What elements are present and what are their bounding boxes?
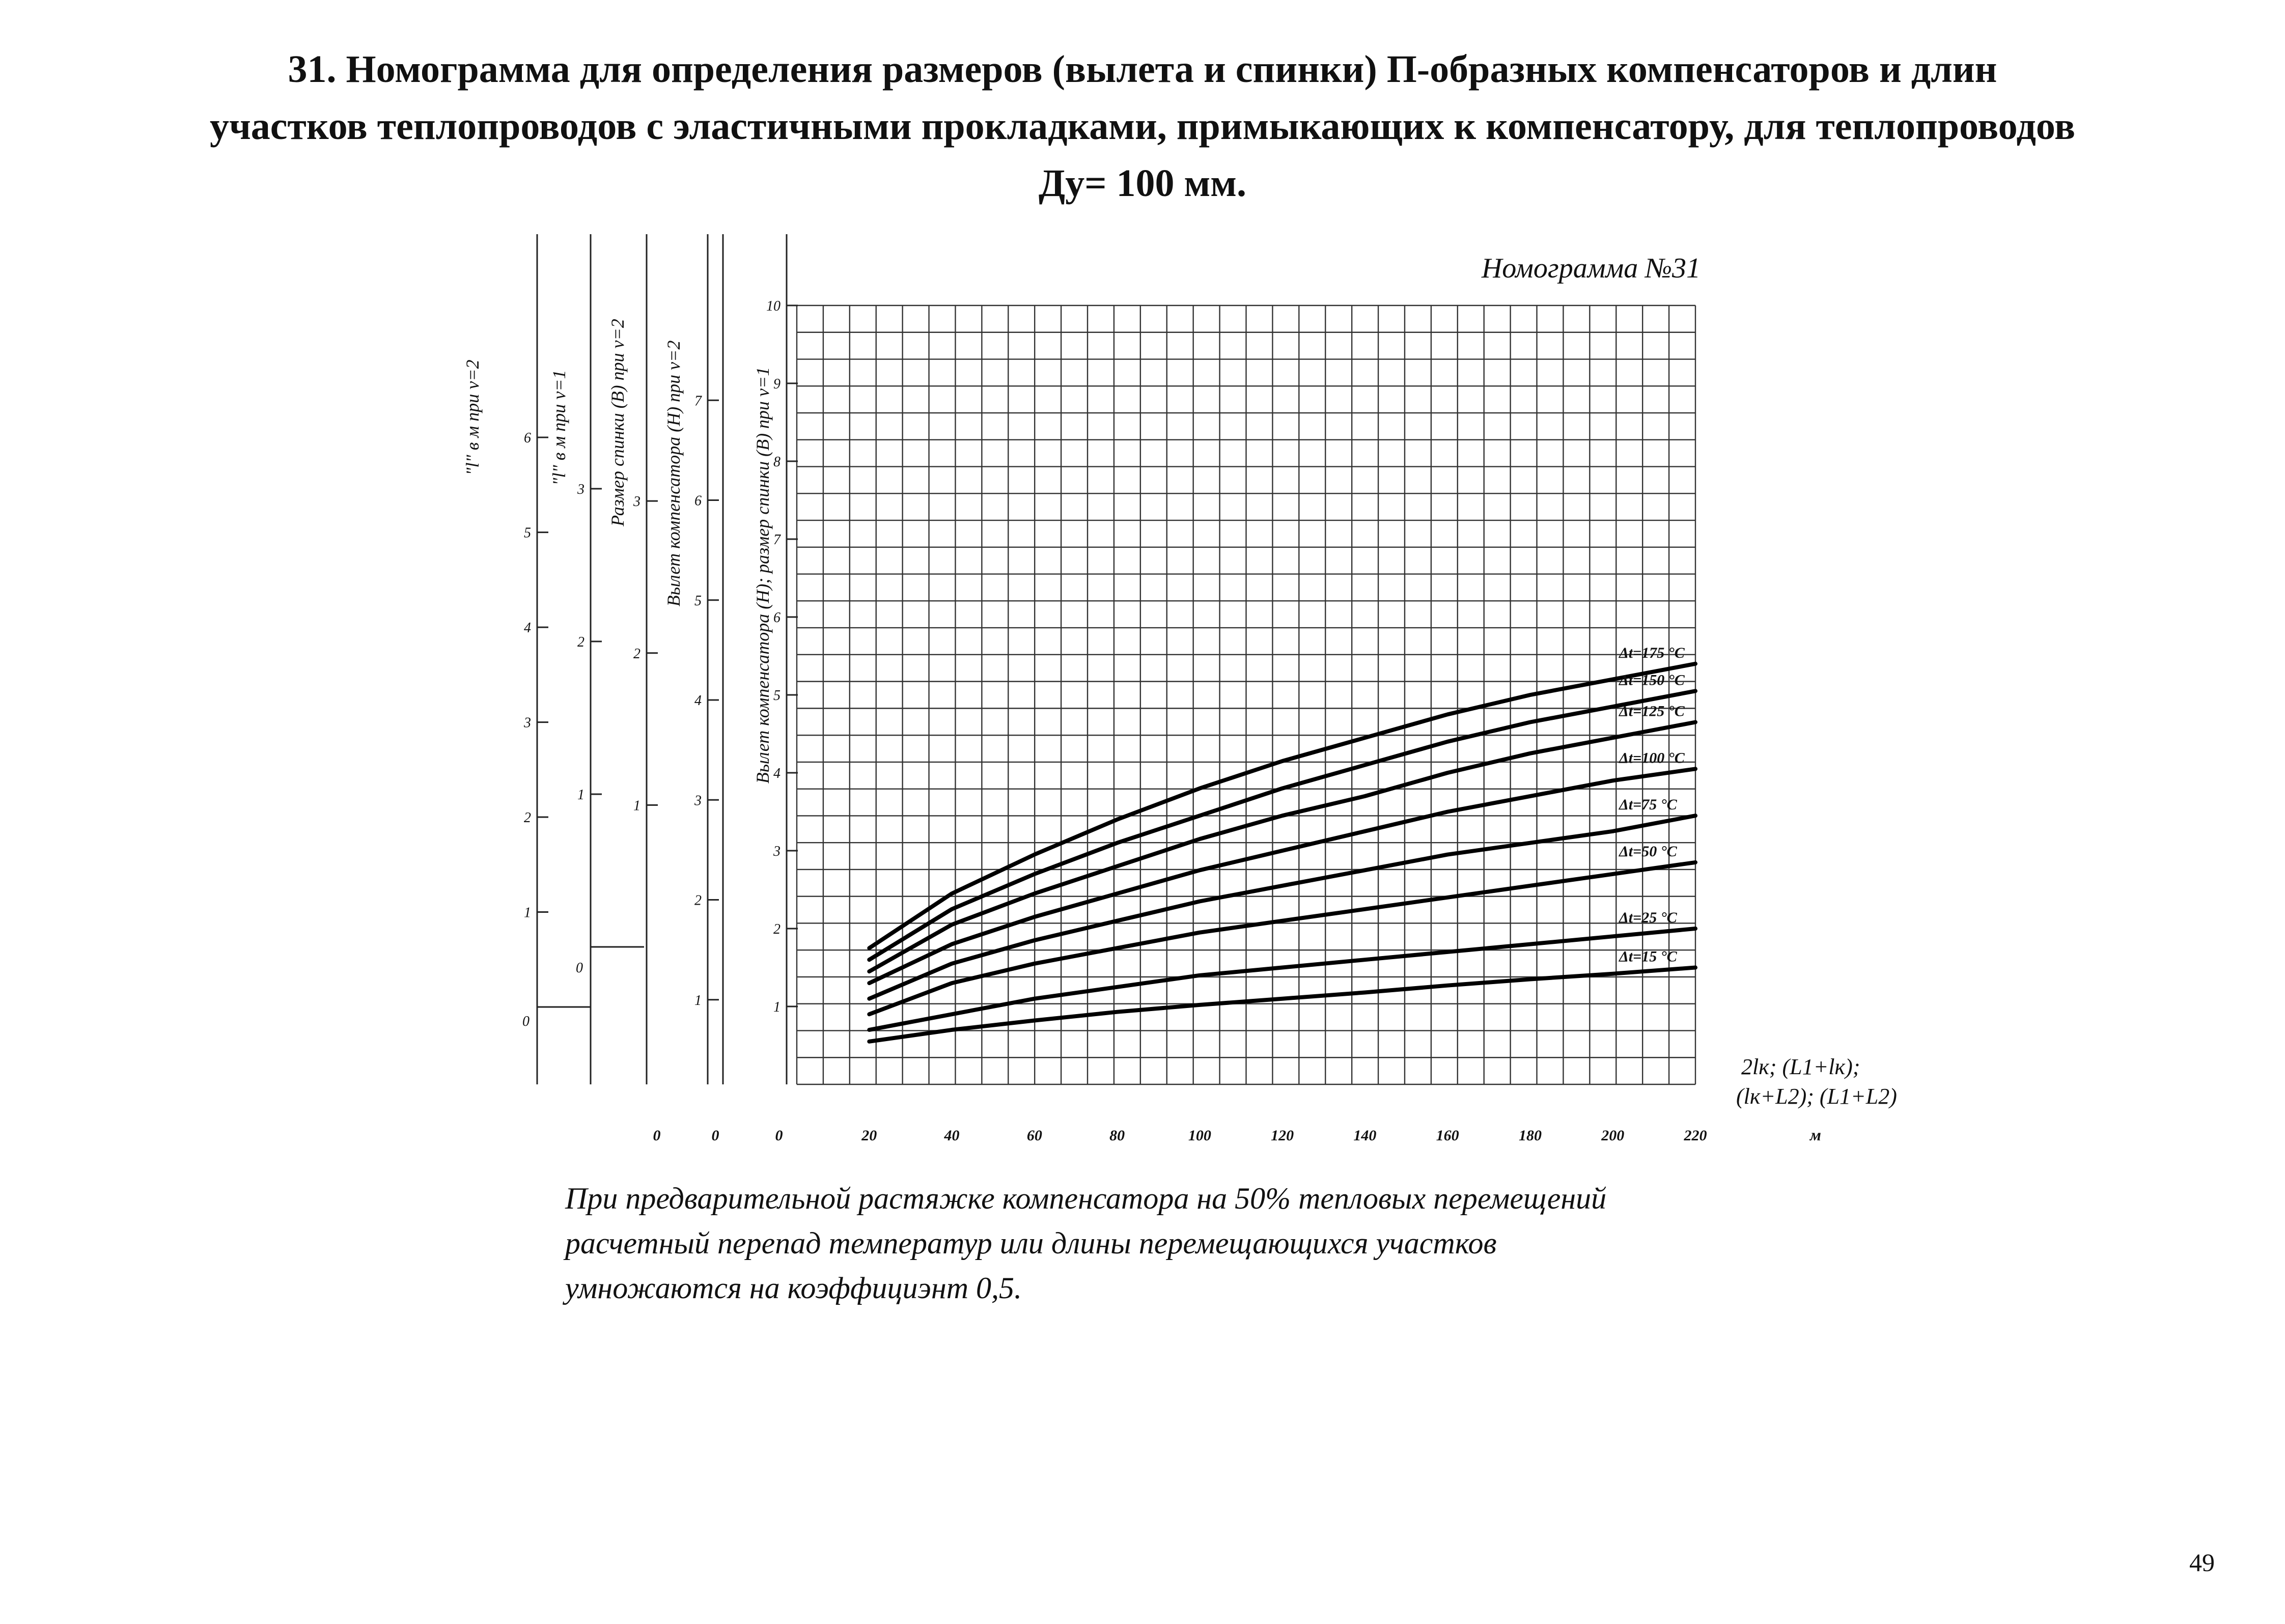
scale-tick-label: 6 bbox=[694, 493, 702, 509]
series-line bbox=[867, 860, 1697, 1017]
x-tick-label: 220 bbox=[1684, 1127, 1707, 1144]
series-line bbox=[867, 814, 1697, 1001]
scale-tick-label: 0 bbox=[522, 1014, 530, 1029]
x-origin-tick-label: 0 bbox=[653, 1127, 661, 1144]
scale-axis-title: Вылет компенсатора (Н); размер спинки (В… bbox=[753, 367, 773, 783]
scale-tick-label: 3 bbox=[773, 844, 781, 859]
plot-grid bbox=[796, 304, 1696, 1085]
x-tick-label: 140 bbox=[1353, 1127, 1376, 1144]
scale-tick-label: 2 bbox=[524, 810, 531, 826]
series-label: Δt=50 °C bbox=[1619, 843, 1678, 860]
scale-axis-title: Размер спинки (В) при ν=2 bbox=[607, 319, 628, 527]
series-line bbox=[867, 689, 1697, 962]
series-label: Δt=75 °C bbox=[1619, 796, 1678, 813]
x-axis-label-line-1: 2lк; (L1+lк); bbox=[1741, 1054, 1860, 1079]
scale-tick-label: 4 bbox=[773, 766, 781, 781]
scale-tick-label: 1 bbox=[524, 905, 531, 921]
scale-tick-label: 3 bbox=[523, 715, 531, 731]
series-line bbox=[867, 661, 1697, 950]
x-axis-label-line-2: (lк+L2); (L1+L2) bbox=[1736, 1084, 1897, 1109]
x-axis-unit: м bbox=[1809, 1126, 1821, 1144]
scale-tick-label: 5 bbox=[773, 688, 781, 704]
stretch-note: При предварительной растяжке компенсатор… bbox=[565, 1176, 1889, 1310]
series-label: Δt=15 °C bbox=[1619, 948, 1678, 965]
scale-axis-title: "l" в м при ν=2 bbox=[462, 359, 483, 475]
note-line-2: расчетный перепад температур или длины п… bbox=[565, 1226, 1497, 1260]
note-line-1: При предварительной растяжке компенсатор… bbox=[565, 1182, 1607, 1215]
scale-axis-title: Вылет компенсатора (Н) при ν=2 bbox=[663, 341, 684, 607]
x-tick-label: 80 bbox=[1109, 1127, 1125, 1144]
x-origin-tick-label: 0 bbox=[712, 1127, 719, 1144]
page-heading: 31. Номограмма для определения размеров … bbox=[0, 41, 2285, 212]
x-tick-label: 120 bbox=[1271, 1127, 1294, 1144]
series-label: Δt=150 °C bbox=[1619, 671, 1685, 688]
x-tick-label: 160 bbox=[1436, 1127, 1459, 1144]
x-tick-label: 40 bbox=[944, 1127, 960, 1144]
scale-tick-label: 2 bbox=[633, 646, 640, 662]
x-tick-label: 200 bbox=[1601, 1127, 1624, 1144]
scale-tick-label: 7 bbox=[694, 393, 702, 409]
x-tick-label: 180 bbox=[1519, 1127, 1542, 1144]
scale-tick-label: 8 bbox=[773, 454, 781, 470]
scale-tick-label: 4 bbox=[524, 620, 531, 636]
scale-tick-label: 2 bbox=[694, 893, 702, 909]
series-label: Δt=100 °C bbox=[1619, 749, 1685, 766]
heading-line-2: участков теплопроводов с эластичными про… bbox=[209, 105, 2076, 148]
scale-tick-label: 1 bbox=[577, 787, 584, 803]
scale-tick-label: 1 bbox=[633, 798, 640, 814]
scale-tick-label: 3 bbox=[694, 793, 702, 808]
scale-tick-label: 1 bbox=[694, 993, 702, 1009]
series-labels: Δt=175 °C Δt=150 °C Δt=125 °C Δt=100 °C Δt=7… bbox=[1619, 645, 1685, 965]
series-line bbox=[867, 927, 1697, 1032]
scale-tick-label: 1 bbox=[773, 999, 781, 1015]
note-line-3: умножаются на коэффициэнт 0,5. bbox=[565, 1271, 1022, 1305]
scale-tick-label: 6 bbox=[773, 610, 781, 626]
scale-tick-label: 2 bbox=[773, 921, 781, 937]
x-tick-label: 100 bbox=[1188, 1127, 1211, 1144]
scale-tick-label: 6 bbox=[524, 430, 531, 446]
x-origin-tick-label: 0 bbox=[775, 1127, 783, 1144]
series-lines bbox=[867, 661, 1697, 1044]
x-tick-label: 20 bbox=[861, 1127, 877, 1144]
scale-axis-title: "l" в м при ν=1 bbox=[549, 370, 569, 485]
scale-tick-label: 5 bbox=[694, 593, 702, 609]
series-line bbox=[867, 965, 1697, 1044]
scale-tick-label: 0 bbox=[576, 960, 583, 976]
chart-title: Номограмма №31 bbox=[1481, 253, 1701, 284]
scale-tick-label: 10 bbox=[766, 298, 781, 314]
scale-tick-label: 3 bbox=[633, 494, 640, 510]
series-label: Δt=175 °C bbox=[1619, 645, 1685, 661]
scale-tick-label: 5 bbox=[524, 525, 531, 541]
scale-tick-label: 9 bbox=[773, 376, 781, 392]
series-line bbox=[867, 720, 1697, 974]
scale-tick-label: 4 bbox=[694, 693, 702, 709]
page-number: 49 bbox=[2189, 1548, 2215, 1577]
scale-tick-label: 7 bbox=[773, 532, 781, 548]
scale-tick-label: 2 bbox=[577, 634, 584, 650]
series-label: Δt=25 °C bbox=[1619, 909, 1678, 926]
series-label: Δt=125 °C bbox=[1619, 703, 1685, 720]
heading-line-1: 31. Номограмма для определения размеров … bbox=[288, 48, 1997, 91]
scale-tick-label: 3 bbox=[577, 482, 584, 497]
x-tick-label: 60 bbox=[1027, 1127, 1042, 1144]
heading-line-3: Ду= 100 мм. bbox=[1038, 162, 1247, 205]
series-line bbox=[867, 767, 1697, 986]
